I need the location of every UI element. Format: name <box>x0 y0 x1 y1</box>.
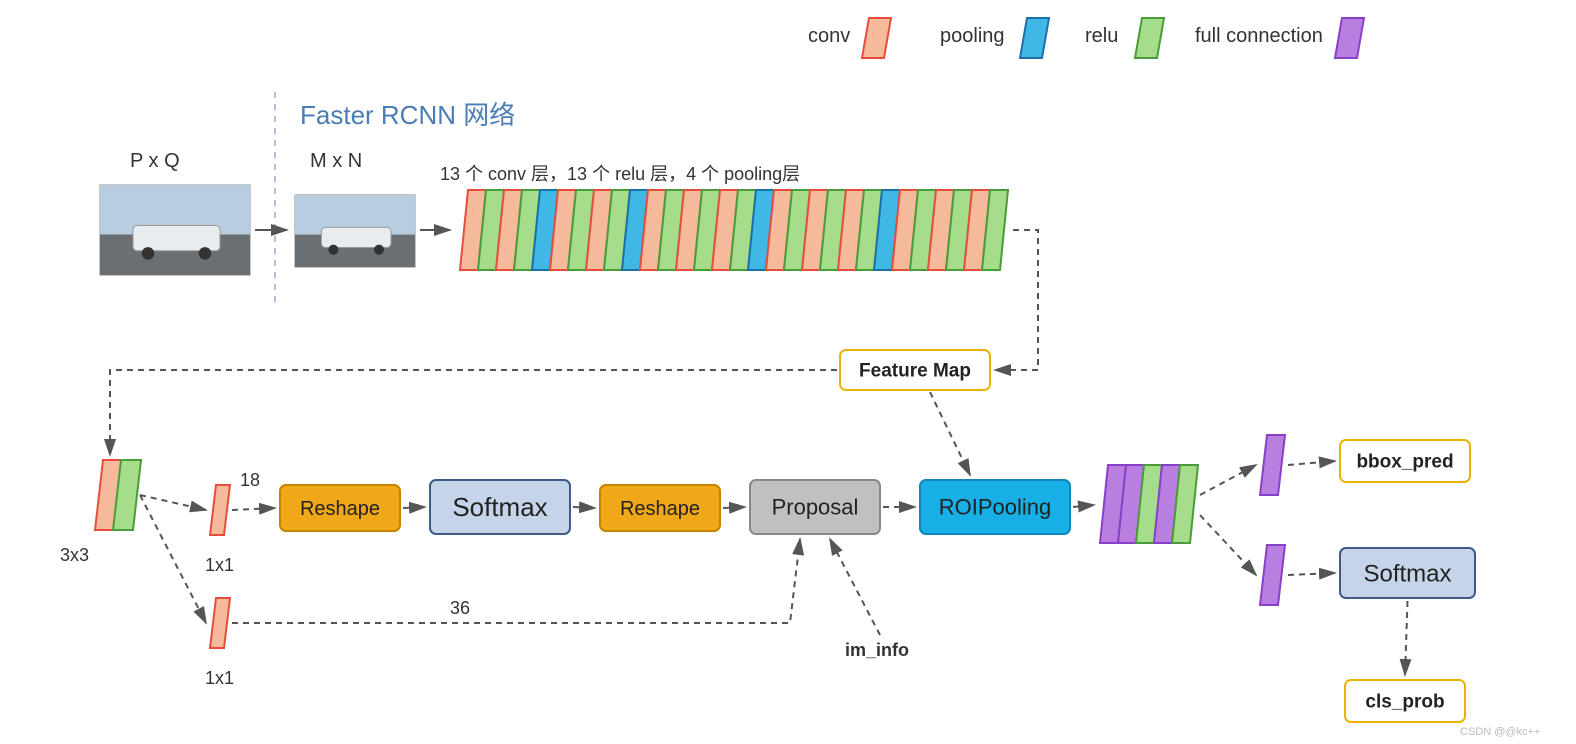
legend-relu-label: relu <box>1085 25 1118 48</box>
svg-text:ROIPooling: ROIPooling <box>939 495 1052 520</box>
num18-label: 18 <box>240 470 260 491</box>
svg-text:Proposal: Proposal <box>772 495 859 520</box>
num36-label: 36 <box>450 598 470 619</box>
legend-conv-label: conv <box>808 25 850 48</box>
legend-fc-label: full connection <box>1195 25 1323 48</box>
conv11-bot-label: 1x1 <box>205 668 234 689</box>
backbone-label: 13 个 conv 层，13 个 relu 层，4 个 pooling层 <box>440 160 800 186</box>
svg-text:Softmax: Softmax <box>1363 560 1451 587</box>
svg-text:Softmax: Softmax <box>452 492 547 522</box>
svg-text:cls_prob: cls_prob <box>1365 692 1444 713</box>
mxn-label: M x N <box>310 150 362 173</box>
pxq-label: P x Q <box>130 150 180 173</box>
svg-text:Feature Map: Feature Map <box>859 361 971 382</box>
conv33-label: 3x3 <box>60 545 89 566</box>
conv11-top-label: 1x1 <box>205 555 234 576</box>
svg-text:Reshape: Reshape <box>620 498 700 520</box>
svg-text:bbox_pred: bbox_pred <box>1356 452 1453 473</box>
watermark: CSDN @@kc++ <box>1460 726 1540 738</box>
diagram-title: Faster RCNN 网络 <box>300 95 515 132</box>
im-info-label: im_info <box>845 640 909 661</box>
svg-text:Reshape: Reshape <box>300 498 380 520</box>
legend-pool-label: pooling <box>940 25 1005 48</box>
